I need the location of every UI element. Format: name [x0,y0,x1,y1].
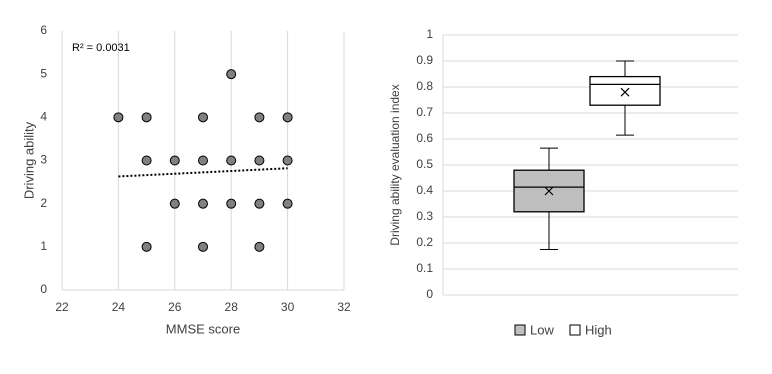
y-tick-label: 0.5 [416,157,433,171]
legend-swatch [569,324,581,336]
y-tick-label: 1 [40,239,47,253]
point [254,198,265,209]
point [198,112,208,123]
x-tick-label: 22 [55,300,69,314]
point [226,155,237,166]
point [282,112,293,123]
y-tick-label: 0.8 [416,79,433,93]
y-tick-label: 0.1 [416,261,433,275]
y-tick-label: 0 [40,282,47,296]
y-tick-label: 5 [40,66,47,80]
point [254,241,265,252]
point [226,198,237,209]
trendline [118,167,288,178]
box [589,75,661,106]
point [254,112,265,123]
y-tick-label: 0.6 [416,131,433,145]
point [226,69,237,80]
y-tick-label: 0.3 [416,209,433,223]
x-tick-label: 32 [337,300,351,314]
mean-marker [620,87,630,97]
x-tick-label: 26 [168,300,182,314]
x-tick-label: 28 [225,300,239,314]
x-tick-label: 24 [112,300,126,314]
annotation: R² = 0.0031 [72,42,130,54]
y-tick-label: 2 [40,196,47,210]
point [198,198,208,209]
point [141,241,152,252]
point [282,198,293,209]
legend-label: Low [530,322,554,337]
y-axis-label: Driving ability [21,121,36,199]
y-tick-label: 4 [40,110,47,124]
y-tick-label: 0.4 [416,183,433,197]
mean-marker [544,186,554,196]
point [254,155,265,166]
x-tick-label: 30 [281,300,295,314]
y-axis-label: Driving ability evaluation index [388,84,402,245]
point [282,155,293,166]
legend-swatch [514,324,526,336]
y-tick-label: 1 [426,27,433,41]
legend-label: High [585,322,612,337]
x-axis-label: MMSE score [166,321,240,336]
y-tick-label: 0.2 [416,235,433,249]
y-tick-label: 3 [40,153,47,167]
point [198,155,208,166]
point [198,241,208,252]
point [141,155,152,166]
y-tick-label: 6 [40,23,47,37]
y-tick-label: 0.7 [416,105,433,119]
y-tick-label: 0.9 [416,53,433,67]
point [141,112,152,123]
point [169,198,180,209]
y-tick-label: 0 [426,287,433,301]
point [169,155,180,166]
point [113,112,124,123]
